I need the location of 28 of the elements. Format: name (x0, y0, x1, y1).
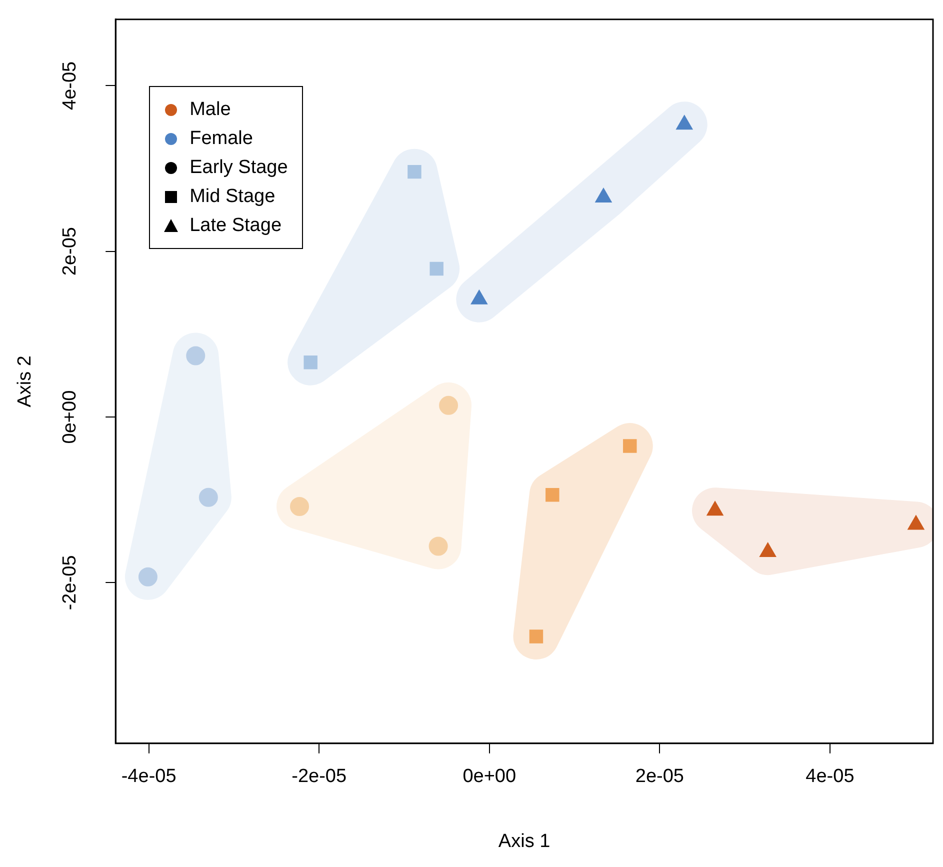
point (198, 488, 218, 507)
x-tick-label: 2e-05 (635, 766, 684, 788)
y-tick-label: 0e+00 (59, 390, 80, 444)
x-tick-label: 0e+00 (462, 766, 516, 788)
point (430, 262, 444, 276)
point (290, 496, 310, 516)
y-axis-title: Axis 2 (14, 356, 36, 408)
x-tick-label: -2e-05 (292, 766, 347, 788)
y-tick-label: 2e-05 (59, 227, 80, 276)
x-tick-label: -4e-05 (121, 766, 176, 788)
x-tick-label: 4e-05 (806, 766, 854, 788)
annotation: Mid Stage (190, 185, 276, 210)
legend-label: Female (190, 127, 253, 152)
annotation: Early Stage (190, 156, 288, 180)
legend-label: Male (190, 98, 231, 122)
x-axis-title: Axis 1 (498, 830, 550, 852)
point (138, 567, 158, 586)
point (428, 536, 448, 556)
point (408, 164, 422, 179)
point (623, 439, 637, 453)
y-tick-label: 4e-05 (59, 61, 80, 110)
annotation: Late Stage (190, 214, 282, 238)
point (186, 346, 206, 366)
point (439, 396, 458, 415)
point (529, 630, 544, 644)
point (304, 355, 318, 370)
y-tick-label: -2e-05 (59, 555, 80, 610)
point (546, 488, 560, 502)
